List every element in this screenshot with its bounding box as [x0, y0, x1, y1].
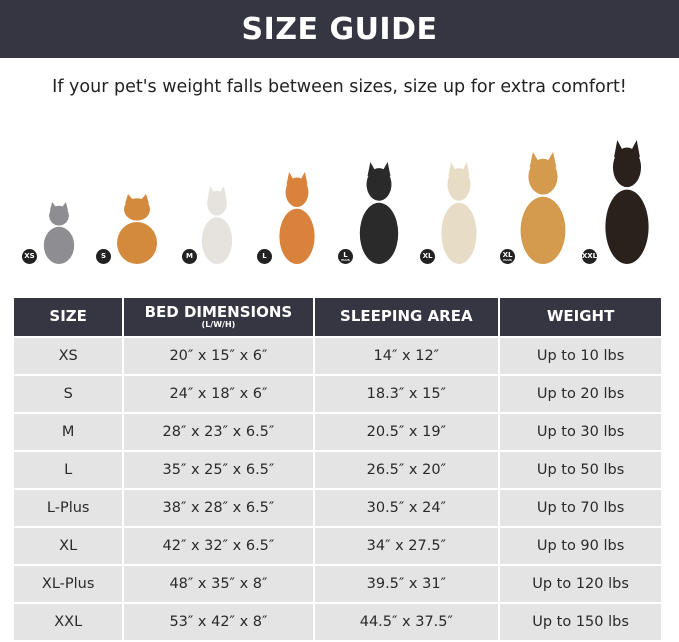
size-badge-label: L [343, 250, 348, 259]
size-badge: XL [420, 249, 435, 264]
size-badge: XL PLUS [500, 249, 515, 264]
size-badge: S [96, 249, 111, 264]
column-header: BED DIMENSIONS (L/W/H) [124, 298, 313, 336]
table-cell: 14″ x 12″ [314, 338, 499, 374]
table-cell: 20.5″ x 19″ [314, 414, 499, 450]
table-cell: Up to 50 lbs [500, 452, 661, 488]
size-badge: L PLUS [338, 249, 353, 264]
table-cell: L [14, 452, 123, 488]
size-badge: XS [22, 249, 37, 264]
table-cell: 42″ x 32″ x 6.5″ [124, 528, 313, 564]
size-badge-label: S [100, 252, 107, 260]
cat-image [40, 202, 78, 264]
table-cell: Up to 20 lbs [500, 376, 661, 412]
golden-retriever-image [515, 152, 571, 264]
table-cell: Up to 30 lbs [500, 414, 661, 450]
table-cell: 18.3″ x 15″ [314, 376, 499, 412]
table-row: XL 42″ x 32″ x 6.5″ 34″ x 27.5″ Up to 90 lb… [14, 528, 661, 564]
table-cell: 20″ x 15″ x 6″ [124, 338, 313, 374]
table-cell: 35″ x 25″ x 6.5″ [124, 452, 313, 488]
pet-size-illustration: XS S M L L PLUS XL XL PLUS XXL [0, 130, 679, 270]
size-badge: L [257, 249, 272, 264]
shiba-inu-image [275, 172, 319, 264]
table-row: S 24″ x 18″ x 6″ 18.3″ x 15″ Up to 20 lbs [14, 376, 661, 412]
table-cell: Up to 150 lbs [500, 604, 661, 640]
table-cell: 44.5″ x 37.5″ [314, 604, 499, 640]
size-badge-label: M [186, 252, 193, 260]
size-badge-sub: PLUS [503, 257, 512, 262]
column-header: SIZE [14, 298, 123, 336]
table-cell: XL [14, 528, 123, 564]
table-cell: Up to 90 lbs [500, 528, 661, 564]
french-bulldog-image [198, 186, 236, 264]
table-cell: 39.5″ x 31″ [314, 566, 499, 602]
table-cell: 30.5″ x 24″ [314, 490, 499, 526]
column-header-label: WEIGHT [546, 307, 615, 326]
table-cell: XXL [14, 604, 123, 640]
table-cell: XL-Plus [14, 566, 123, 602]
column-header-label: SLEEPING AREA [340, 307, 473, 326]
table-cell: 26.5″ x 20″ [314, 452, 499, 488]
table-row: XXL 53″ x 42″ x 8″ 44.5″ x 37.5″ Up to 150 … [14, 604, 661, 640]
table-cell: Up to 70 lbs [500, 490, 661, 526]
column-header: WEIGHT [500, 298, 661, 336]
size-badge-label: XS [24, 252, 35, 260]
table-cell: M [14, 414, 123, 450]
labrador-image [437, 162, 481, 264]
size-badge-label: XL [422, 252, 433, 260]
size-tip: If your pet's weight falls between sizes… [52, 77, 627, 97]
size-table: SIZE BED DIMENSIONS (L/W/H) SLEEPING AREA WE… [12, 296, 663, 642]
table-cell: 24″ x 18″ x 6″ [124, 376, 313, 412]
doberman-image [600, 140, 654, 264]
size-badge-label: L [262, 252, 267, 260]
size-badge: XXL [582, 249, 597, 264]
column-header-label: SIZE [49, 307, 87, 326]
table-cell: 34″ x 27.5″ [314, 528, 499, 564]
pomeranian-image [112, 194, 162, 264]
table-row: XS 20″ x 15″ x 6″ 14″ x 12″ Up to 10 lbs [14, 338, 661, 374]
size-badge-label: XL [502, 250, 513, 259]
table-cell: 53″ x 42″ x 8″ [124, 604, 313, 640]
table-row: L-Plus 38″ x 28″ x 6.5″ 30.5″ x 24″ Up to 7… [14, 490, 661, 526]
border-collie-image [355, 162, 403, 264]
table-cell: 38″ x 28″ x 6.5″ [124, 490, 313, 526]
column-header: SLEEPING AREA [314, 298, 499, 336]
table-cell: 28″ x 23″ x 6.5″ [124, 414, 313, 450]
table-cell: Up to 10 lbs [500, 338, 661, 374]
table-row: XL-Plus 48″ x 35″ x 8″ 39.5″ x 31″ Up to 12… [14, 566, 661, 602]
table-cell: S [14, 376, 123, 412]
column-header-label: BED DIMENSIONS [144, 302, 293, 321]
table-row: L 35″ x 25″ x 6.5″ 26.5″ x 20″ Up to 50 lbs [14, 452, 661, 488]
size-badge: M [182, 249, 197, 264]
table-cell: XS [14, 338, 123, 374]
table-cell: 48″ x 35″ x 8″ [124, 566, 313, 602]
table-cell: L-Plus [14, 490, 123, 526]
column-header-sub: (L/W/H) [201, 319, 236, 329]
size-badge-sub: PLUS [341, 257, 350, 262]
size-guide-title: SIZE GUIDE [0, 0, 679, 58]
table-row: M 28″ x 23″ x 6.5″ 20.5″ x 19″ Up to 30 lbs [14, 414, 661, 450]
table-cell: Up to 120 lbs [500, 566, 661, 602]
size-badge-label: XXL [581, 252, 598, 260]
